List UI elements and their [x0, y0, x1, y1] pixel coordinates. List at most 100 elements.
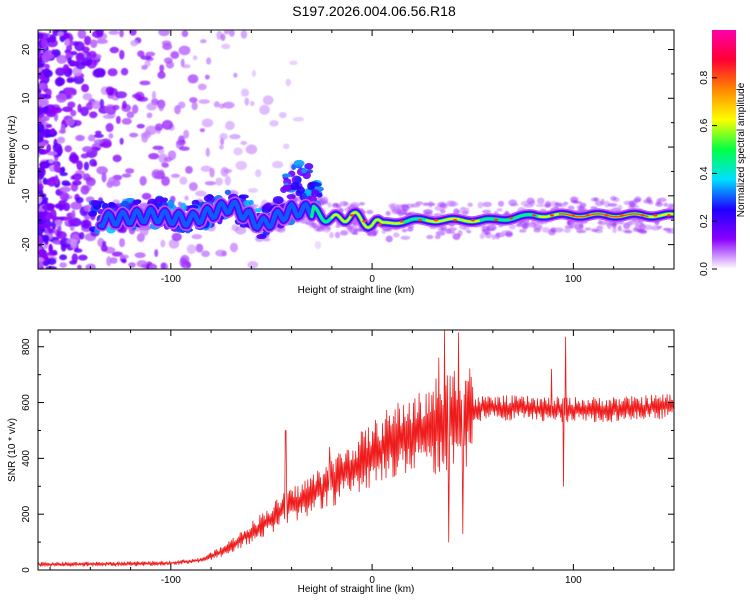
- noise-blob: [119, 238, 126, 248]
- haze-blob: [400, 235, 411, 240]
- haze-blob: [385, 235, 393, 243]
- ridge-peak: [571, 214, 576, 217]
- noise-blob: [233, 72, 238, 78]
- noise-blob: [40, 223, 48, 229]
- noise-blob: [122, 100, 127, 109]
- noise-blob: [125, 168, 135, 174]
- haze-blob: [481, 228, 491, 235]
- noise-blob: [70, 109, 77, 117]
- noise-blob: [170, 173, 181, 178]
- noise-blob: [56, 93, 68, 103]
- noise-blob: [151, 169, 162, 180]
- transition-blob: [187, 204, 199, 210]
- noise-blob: [191, 234, 203, 240]
- haze-blob: [340, 230, 349, 236]
- y-tick-label: -10: [21, 188, 32, 203]
- transition-blob: [312, 182, 322, 187]
- haze-blob: [393, 232, 400, 238]
- colorbar-tick-label: 0.2: [699, 214, 710, 228]
- noise-blob: [272, 160, 284, 169]
- noise-blob: [91, 30, 104, 38]
- noise-blob: [38, 194, 43, 204]
- noise-blob: [152, 90, 157, 101]
- noise-blob: [219, 144, 224, 150]
- noise-blob: [200, 39, 207, 44]
- noise-blob: [46, 144, 52, 153]
- noise-blob: [64, 87, 77, 95]
- noise-blob: [199, 128, 206, 133]
- noise-blob: [92, 148, 98, 156]
- noise-blob: [38, 183, 44, 191]
- noise-blob: [101, 172, 107, 183]
- noise-blob: [51, 106, 63, 114]
- transition-blob: [256, 233, 267, 240]
- noise-blob: [167, 150, 177, 161]
- y-tick-label: 10: [21, 92, 32, 104]
- noise-blob: [119, 49, 125, 60]
- colorbar-tick-label: 0.0: [699, 262, 710, 276]
- noise-blob: [259, 104, 270, 115]
- noise-blob: [55, 231, 67, 240]
- noise-blob: [52, 142, 62, 153]
- y-tick-label: 200: [21, 505, 32, 522]
- noise-blob: [60, 123, 66, 134]
- haze-blob: [349, 202, 360, 209]
- x-tick-label: -100: [161, 575, 181, 586]
- noise-blob: [146, 102, 157, 111]
- noise-blob: [168, 238, 180, 249]
- transition-blob: [290, 181, 300, 191]
- noise-blob: [161, 176, 170, 187]
- haze-blob: [335, 224, 341, 228]
- noise-blob: [64, 33, 70, 39]
- noise-blob: [82, 146, 93, 153]
- noise-blob: [38, 82, 47, 91]
- noise-blob: [64, 145, 73, 153]
- noise-blob: [108, 133, 114, 139]
- noise-blob: [121, 173, 132, 178]
- noise-blob: [229, 242, 239, 253]
- transition-blob: [238, 194, 249, 199]
- ridge-peak: [585, 214, 590, 217]
- transition-blob: [272, 196, 284, 205]
- noise-blob: [224, 175, 231, 186]
- haze-blob: [650, 225, 661, 231]
- noise-blob: [144, 59, 151, 68]
- noise-blob: [75, 196, 84, 204]
- noise-blob: [38, 211, 46, 218]
- haze-blob: [569, 221, 578, 227]
- haze-blob: [590, 197, 600, 202]
- noise-blob: [77, 264, 82, 269]
- noise-blob: [215, 249, 227, 257]
- noise-blob: [72, 173, 83, 181]
- haze-blob: [251, 204, 259, 208]
- noise-blob: [186, 244, 197, 254]
- haze-blob: [343, 201, 348, 206]
- noise-blob: [219, 132, 228, 140]
- noise-blob: [171, 232, 182, 242]
- ridge-level-5: [425, 217, 480, 223]
- y-tick-label: -20: [21, 237, 32, 252]
- noise-blob: [71, 209, 76, 220]
- noise-blob: [106, 256, 112, 267]
- ridge-peak: [509, 216, 514, 220]
- noise-blob: [184, 195, 189, 201]
- snr-x-label: Height of straight line (km): [298, 584, 415, 595]
- noise-blob: [109, 257, 118, 264]
- noise-blob: [107, 68, 118, 77]
- transition-blob: [155, 196, 165, 203]
- haze-blob: [329, 231, 334, 239]
- noise-blob: [121, 118, 132, 125]
- ridge-peak: [549, 214, 554, 217]
- noise-blob: [66, 118, 76, 127]
- noise-blob: [130, 39, 139, 47]
- noise-blob: [96, 39, 108, 44]
- noise-blob: [68, 154, 79, 163]
- noise-blob: [129, 132, 139, 138]
- noise-blob: [209, 167, 215, 178]
- noise-blob: [109, 46, 120, 54]
- noise-blob: [55, 67, 66, 77]
- noise-blob: [42, 115, 50, 122]
- snr-y-label: SNR (10 * v/v): [7, 418, 18, 482]
- haze-blob: [668, 227, 674, 234]
- haze-blob: [441, 227, 446, 231]
